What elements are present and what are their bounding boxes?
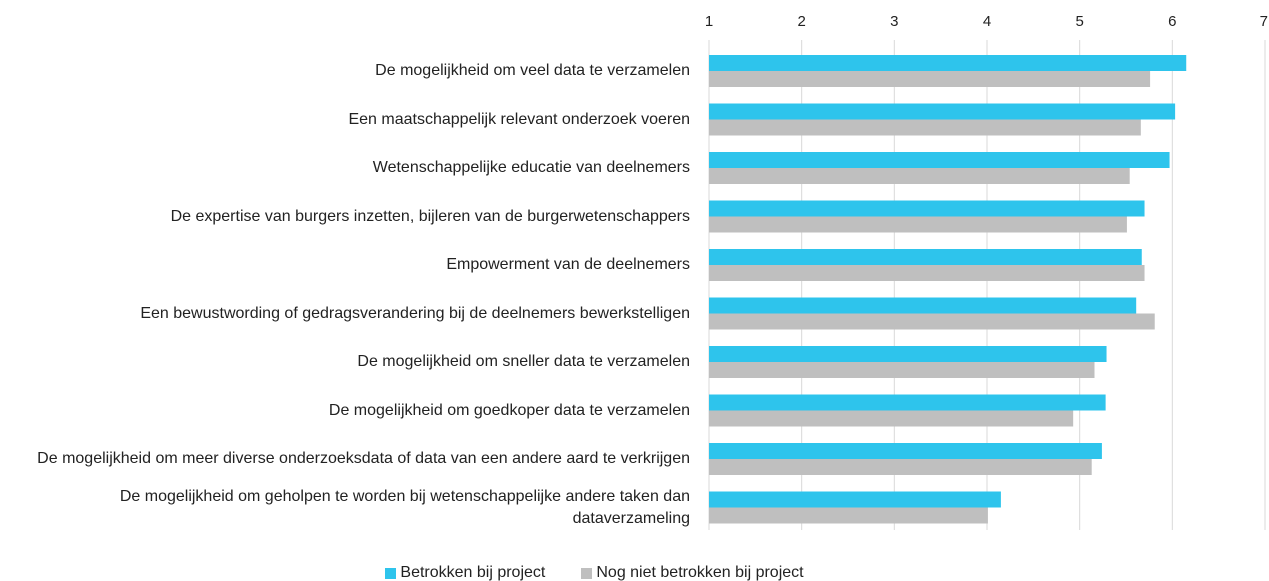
- bar: [709, 459, 1092, 475]
- bar: [709, 297, 1137, 314]
- legend-label: Betrokken bij project: [400, 564, 546, 581]
- x-tick-label: 6: [1168, 13, 1176, 30]
- category-label: Wetenschappelijke educatie van deelnemer…: [372, 159, 690, 176]
- category-label: De mogelijkheid om veel data te verzamel…: [375, 62, 690, 79]
- bar: [709, 394, 1106, 411]
- bar: [709, 168, 1130, 184]
- legend-item: Nog niet betrokken bij project: [581, 564, 804, 581]
- bar: [709, 313, 1155, 330]
- bar: [709, 443, 1102, 459]
- bar: [709, 346, 1107, 362]
- bar: [709, 362, 1095, 378]
- category-label: De mogelijkheid om meer diverse onderzoe…: [37, 450, 690, 467]
- category-label: Empowerment van de deelnemers: [446, 256, 690, 273]
- x-tick-label: 4: [983, 13, 991, 30]
- bar: [709, 507, 988, 524]
- legend-label: Nog niet betrokken bij project: [596, 564, 804, 581]
- bar: [709, 491, 1001, 508]
- bar: [709, 265, 1145, 281]
- bar: [709, 152, 1170, 168]
- legend: Betrokken bij project Nog niet betrokken …: [0, 564, 1229, 581]
- x-tick-label: 5: [1075, 13, 1083, 30]
- legend-item: Betrokken bij project: [385, 564, 545, 581]
- bar: [709, 410, 1074, 427]
- category-label: De mogelijkheid om goedkoper data te ver…: [328, 401, 690, 419]
- category-label: De mogelijkheid om geholpen te worden bi…: [119, 487, 690, 527]
- x-tick-label: 1: [705, 13, 713, 30]
- legend-swatch: [581, 567, 593, 579]
- bar: [709, 200, 1145, 217]
- bar: [709, 119, 1141, 136]
- bar: [709, 216, 1127, 233]
- bar: [709, 71, 1151, 87]
- bar: [709, 249, 1142, 265]
- category-label: Een bewustwording of gedragsverandering …: [140, 304, 690, 322]
- category-label: De mogelijkheid om sneller data te verza…: [357, 353, 690, 370]
- bar: [709, 55, 1187, 71]
- bar: [709, 103, 1176, 120]
- x-tick-label: 7: [1260, 13, 1268, 30]
- legend-swatch: [385, 567, 397, 579]
- x-tick-label: 3: [890, 13, 898, 30]
- category-label: Een maatschappelijk relevant onderzoek v…: [348, 110, 690, 128]
- x-tick-label: 2: [797, 13, 805, 30]
- category-label: De expertise van burgers inzetten, bijle…: [170, 207, 690, 225]
